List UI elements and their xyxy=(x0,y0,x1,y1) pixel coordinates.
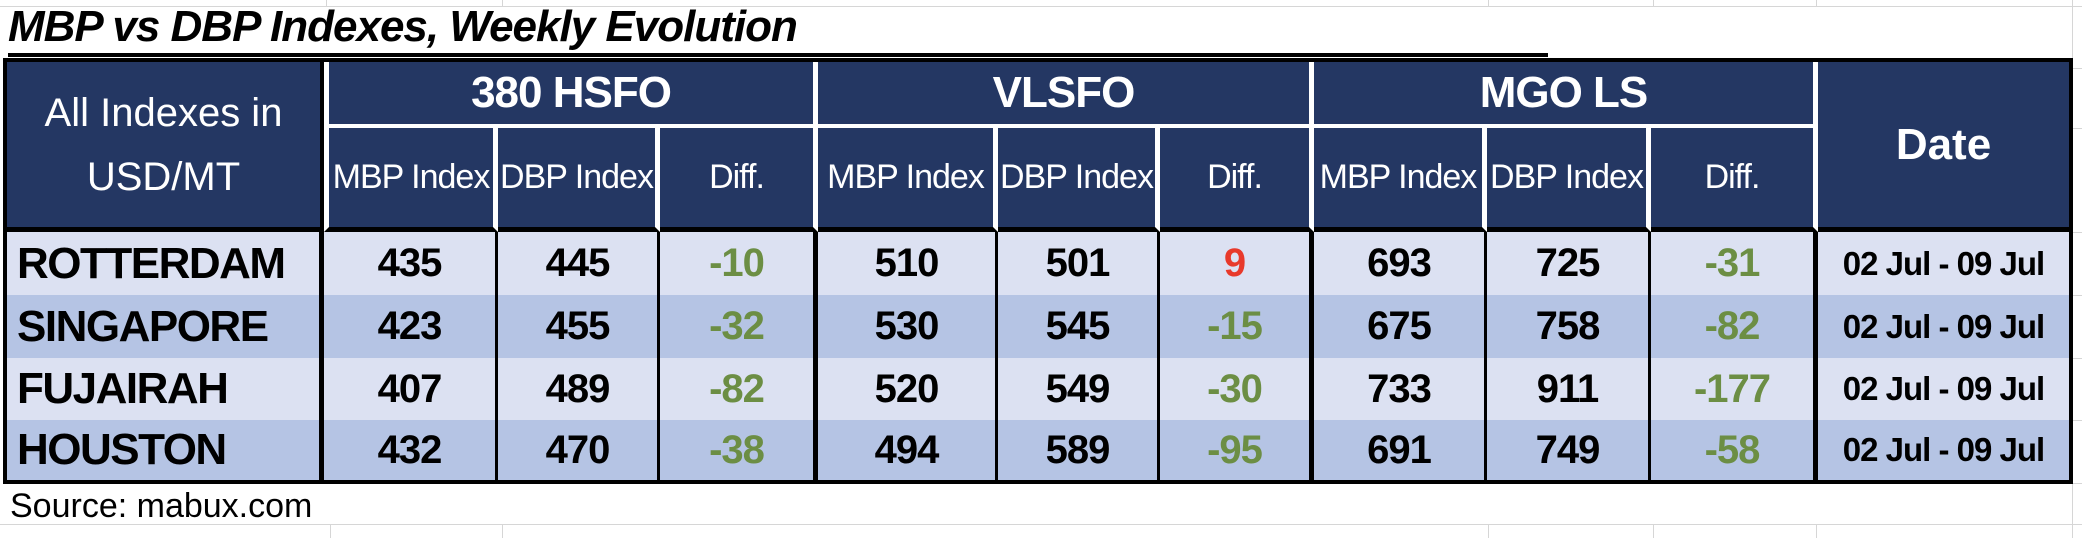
value-cell: 693 xyxy=(1314,232,1487,295)
header-group-380-hsfo: 380 HSFO xyxy=(324,62,818,128)
gridline xyxy=(1488,525,1489,538)
gridline xyxy=(2073,420,2082,421)
value-cell: 407 xyxy=(324,358,498,420)
header-vlsfo-dbp-index: DBP Index xyxy=(998,128,1160,232)
value-cell: 494 xyxy=(818,420,998,480)
port-cell: ROTTERDAM xyxy=(7,232,324,295)
value-cell: 445 xyxy=(498,232,660,295)
value-cell: 455 xyxy=(498,295,660,358)
header-date: Date xyxy=(1818,62,2069,232)
gridline xyxy=(2073,232,2082,233)
header-hsfo-dbp-index: DBP Index xyxy=(498,128,660,232)
header-group-mgo-ls: MGO LS xyxy=(1314,62,1818,128)
header-hsfo-mbp-index: MBP Index xyxy=(324,128,498,232)
value-cell: 725 xyxy=(1487,232,1651,295)
page-title: MBP vs DBP Indexes, Weekly Evolution xyxy=(8,2,798,51)
value-cell: 432 xyxy=(324,420,498,480)
diff-cell: -30 xyxy=(1160,358,1314,420)
port-cell: SINGAPORE xyxy=(7,295,324,358)
gridline xyxy=(502,525,503,538)
gridline xyxy=(1816,0,1817,6)
port-cell: HOUSTON xyxy=(7,420,324,480)
diff-cell: -10 xyxy=(660,232,818,295)
gridline xyxy=(1653,525,1654,538)
header-all-indexes: All Indexes in USD/MT xyxy=(7,62,324,232)
value-cell: 911 xyxy=(1487,358,1651,420)
value-cell: 691 xyxy=(1314,420,1487,480)
gridline xyxy=(326,0,327,6)
gridline xyxy=(2073,128,2082,129)
value-cell: 549 xyxy=(998,358,1160,420)
gridline xyxy=(2073,483,2082,484)
diff-cell: -82 xyxy=(1651,295,1818,358)
diff-cell: -32 xyxy=(660,295,818,358)
diff-cell: -31 xyxy=(1651,232,1818,295)
date-cell: 02 Jul - 09 Jul xyxy=(1818,232,2069,295)
diff-cell: -177 xyxy=(1651,358,1818,420)
value-cell: 520 xyxy=(818,358,998,420)
gridline xyxy=(2073,358,2082,359)
value-cell: 733 xyxy=(1314,358,1487,420)
value-cell: 530 xyxy=(818,295,998,358)
value-cell: 470 xyxy=(498,420,660,480)
date-cell: 02 Jul - 09 Jul xyxy=(1818,358,2069,420)
gridline xyxy=(2073,295,2082,296)
gridline xyxy=(1653,0,1654,6)
header-vlsfo-mbp-index: MBP Index xyxy=(818,128,998,232)
title-underline: MBP vs DBP Indexes, Weekly Evolution xyxy=(8,2,1548,57)
source-note: Source: mabux.com xyxy=(10,487,313,525)
gridline xyxy=(1488,0,1489,6)
value-cell: 510 xyxy=(818,232,998,295)
gridline xyxy=(2073,68,2082,69)
gridline xyxy=(502,0,503,6)
date-cell: 02 Jul - 09 Jul xyxy=(1818,295,2069,358)
diff-cell: -95 xyxy=(1160,420,1314,480)
header-group-vlsfo: VLSFO xyxy=(818,62,1314,128)
value-cell: 675 xyxy=(1314,295,1487,358)
date-cell: 02 Jul - 09 Jul xyxy=(1818,420,2069,480)
gridline xyxy=(330,525,331,538)
value-cell: 589 xyxy=(998,420,1160,480)
diff-cell: 9 xyxy=(1160,232,1314,295)
indexes-table: All Indexes in USD/MT 380 HSFO VLSFO MGO… xyxy=(3,58,2073,484)
diff-cell: -15 xyxy=(1160,295,1314,358)
value-cell: 545 xyxy=(998,295,1160,358)
value-cell: 501 xyxy=(998,232,1160,295)
gridline xyxy=(0,524,2082,525)
value-cell: 758 xyxy=(1487,295,1651,358)
header-mgo-mbp-index: MBP Index xyxy=(1314,128,1487,232)
header-mgo-diff: Diff. xyxy=(1651,128,1818,232)
diff-cell: -82 xyxy=(660,358,818,420)
value-cell: 749 xyxy=(1487,420,1651,480)
gridline xyxy=(1816,525,1817,538)
diff-cell: -38 xyxy=(660,420,818,480)
port-cell: FUJAIRAH xyxy=(7,358,324,420)
header-hsfo-diff: Diff. xyxy=(660,128,818,232)
diff-cell: -58 xyxy=(1651,420,1818,480)
value-cell: 423 xyxy=(324,295,498,358)
value-cell: 489 xyxy=(498,358,660,420)
header-mgo-dbp-index: DBP Index xyxy=(1487,128,1651,232)
value-cell: 435 xyxy=(324,232,498,295)
header-vlsfo-diff: Diff. xyxy=(1160,128,1314,232)
gridline xyxy=(0,6,2082,7)
